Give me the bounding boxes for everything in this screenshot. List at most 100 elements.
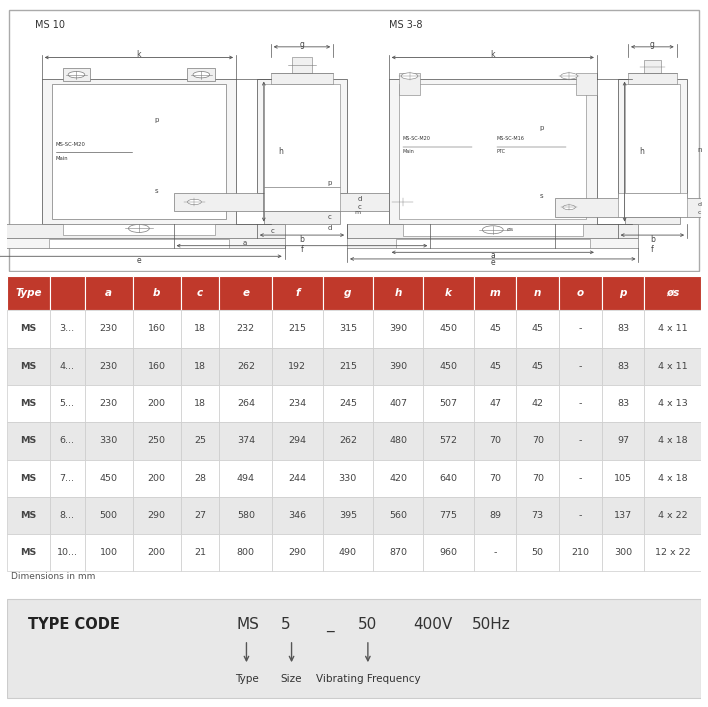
Text: MS 3-8: MS 3-8 (389, 21, 422, 30)
Bar (50, 348, 84, 385)
Bar (132, 497, 181, 534)
Bar (602, 534, 644, 571)
Circle shape (561, 73, 578, 79)
Text: 89: 89 (489, 511, 501, 520)
Bar (272, 276, 323, 310)
Bar (219, 385, 272, 422)
Text: Main: Main (403, 149, 414, 154)
Bar (559, 534, 602, 571)
Bar (423, 497, 474, 534)
Bar (7, 534, 50, 571)
Text: 45: 45 (532, 362, 544, 370)
Text: TYPE CODE: TYPE CODE (28, 617, 120, 632)
Bar (559, 348, 602, 385)
Circle shape (193, 71, 210, 78)
Text: 230: 230 (100, 362, 118, 370)
Bar (323, 348, 373, 385)
Text: 232: 232 (236, 325, 255, 334)
Text: 374: 374 (236, 436, 255, 445)
Text: 420: 420 (389, 474, 407, 483)
Bar (423, 385, 474, 422)
Text: 507: 507 (440, 399, 457, 408)
Bar (423, 460, 474, 497)
Text: 70: 70 (489, 474, 501, 483)
Text: 450: 450 (440, 362, 457, 370)
Bar (516, 460, 559, 497)
Text: 294: 294 (288, 436, 307, 445)
Bar (602, 348, 644, 385)
Text: s: s (154, 187, 158, 194)
Circle shape (482, 226, 503, 234)
Bar (373, 534, 423, 571)
Circle shape (129, 224, 149, 233)
Bar (264, 211, 340, 224)
Bar (373, 276, 423, 310)
Text: 50: 50 (358, 617, 377, 632)
Text: 70: 70 (532, 436, 544, 445)
Bar (474, 276, 516, 310)
Text: 25: 25 (194, 436, 206, 445)
Text: MS-SC-M20: MS-SC-M20 (56, 142, 86, 147)
Text: a: a (105, 288, 112, 298)
Bar (50, 385, 84, 422)
Bar (132, 310, 181, 348)
Text: h: h (639, 147, 644, 156)
Bar (272, 385, 323, 422)
Text: 50: 50 (532, 549, 544, 557)
Text: 7...: 7... (59, 474, 74, 483)
Text: 200: 200 (148, 474, 166, 483)
Bar (50, 460, 84, 497)
Bar (559, 422, 602, 460)
Bar (7, 497, 50, 534)
Text: d: d (328, 225, 332, 230)
Text: MS: MS (21, 325, 37, 334)
Bar (644, 460, 701, 497)
Text: 210: 210 (571, 549, 589, 557)
Text: 230: 230 (100, 399, 118, 408)
Bar (373, 385, 423, 422)
Text: 572: 572 (440, 436, 457, 445)
Bar (132, 534, 181, 571)
Bar (272, 497, 323, 534)
Bar (323, 276, 373, 310)
Text: 105: 105 (614, 474, 632, 483)
Bar (373, 460, 423, 497)
Text: 70: 70 (489, 436, 501, 445)
Text: -: - (493, 549, 497, 557)
Text: c: c (197, 288, 203, 298)
Bar (272, 422, 323, 460)
Text: 21: 21 (194, 549, 206, 557)
Bar (84, 276, 132, 310)
Text: MS: MS (21, 474, 37, 483)
Bar (132, 276, 181, 310)
Bar (292, 57, 312, 74)
Text: a: a (243, 240, 247, 246)
Bar (52, 84, 226, 219)
Text: d: d (358, 196, 362, 201)
Bar (270, 74, 333, 84)
Text: MS: MS (21, 549, 37, 557)
Bar (272, 310, 323, 348)
Text: MS: MS (21, 362, 37, 370)
Circle shape (396, 199, 409, 204)
Bar (516, 422, 559, 460)
Bar (474, 534, 516, 571)
Text: 390: 390 (389, 362, 407, 370)
Text: MS: MS (21, 399, 37, 408)
Bar (323, 422, 373, 460)
Text: g: g (299, 40, 304, 49)
Text: 83: 83 (617, 399, 629, 408)
Bar (389, 78, 597, 224)
Bar (264, 84, 340, 187)
Text: p: p (328, 180, 332, 186)
Text: 18: 18 (194, 362, 206, 370)
Bar (173, 192, 430, 211)
Bar (559, 276, 602, 310)
Text: 4...: 4... (59, 362, 74, 370)
Bar (84, 348, 132, 385)
Bar (323, 460, 373, 497)
Bar (323, 385, 373, 422)
Text: 137: 137 (614, 511, 632, 520)
Text: p: p (154, 117, 159, 124)
Text: 47: 47 (489, 399, 501, 408)
